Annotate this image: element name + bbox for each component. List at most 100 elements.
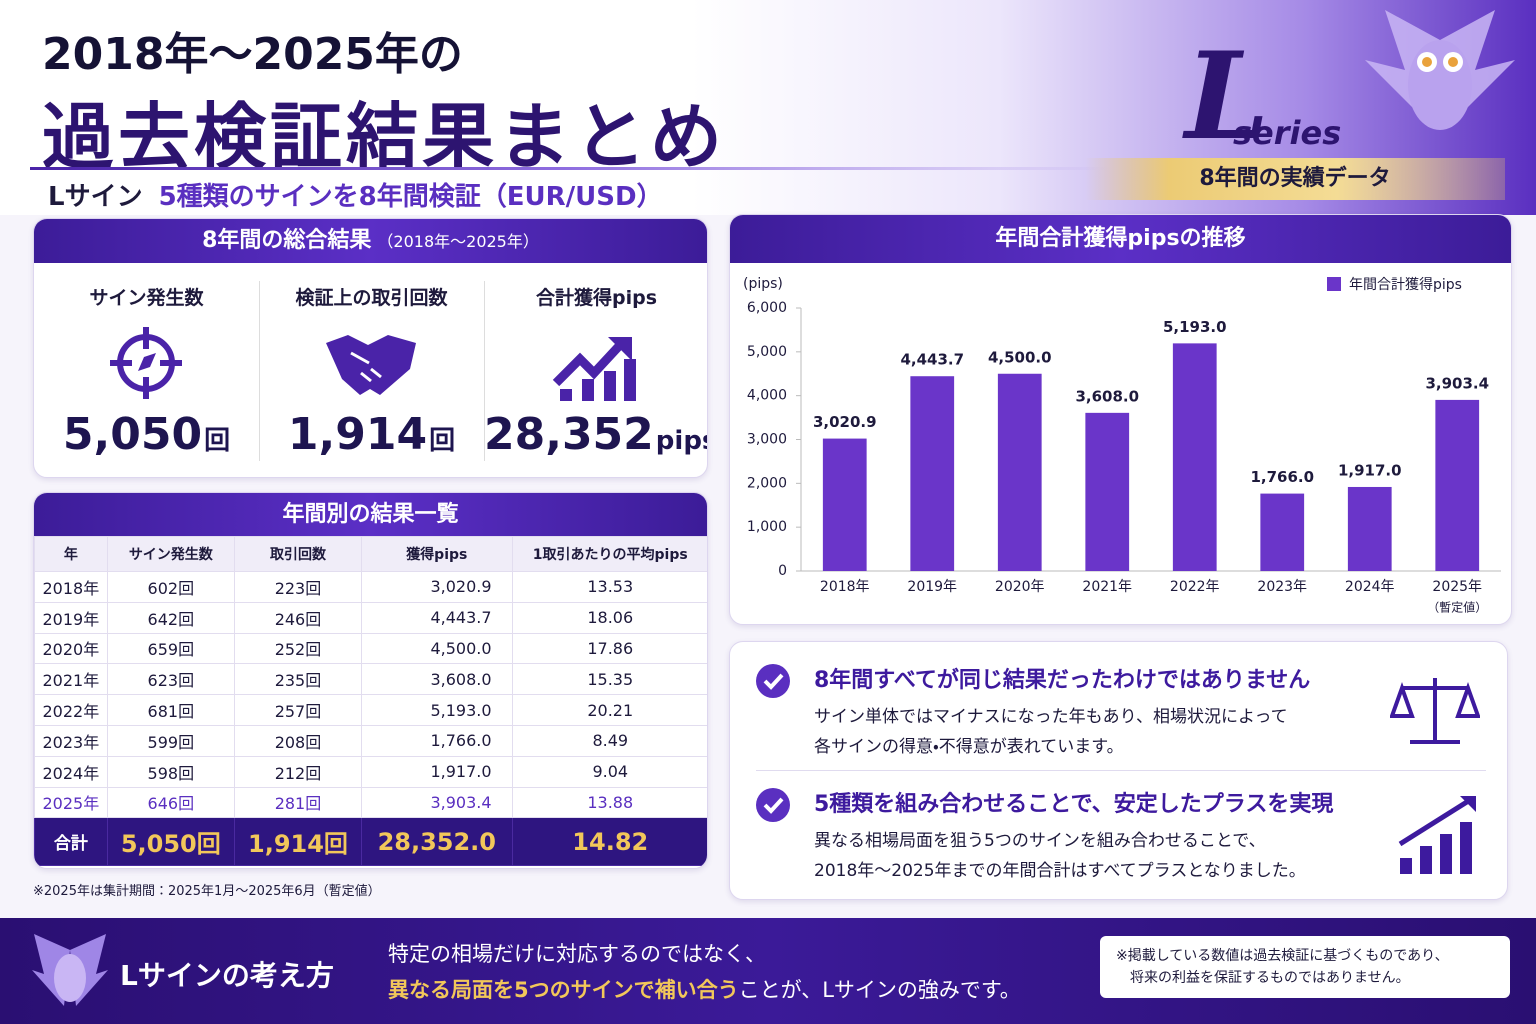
table-cell: 235回 (233, 663, 363, 696)
summary-item: サイン発生数 5,050回 (34, 263, 259, 477)
table-row: 2022年 681回 257回 5,193.0 20.21 (34, 694, 707, 726)
x-tick-label: 2018年 (820, 579, 870, 595)
footer: Lサインの考え方 特定の相場だけに対応するのではなく、 異なる局面を5つのサイン… (0, 918, 1536, 1024)
check-icon (756, 788, 790, 822)
table-cell: 2018年 (34, 571, 108, 603)
table-cell: 246回 (233, 601, 363, 634)
table-cell: 13.53 (511, 571, 707, 603)
point-title: 5種類を組み合わせることで、安定したプラスを実現 (814, 792, 1334, 817)
value-label: 3,608.0 (1075, 387, 1139, 405)
summary-item: 検証上の取引回数 1,914回 (259, 263, 484, 477)
total-cell: 1,914回 (233, 817, 363, 867)
handshake-icon (326, 335, 416, 395)
total-row: 合計 5,050回 1,914回 28,352.0 14.82 (34, 817, 707, 867)
legend-swatch (1327, 277, 1341, 291)
table-row: 2021年 623回 235回 3,608.0 15.35 (34, 663, 707, 696)
y-tick-label: 5,000 (747, 344, 787, 360)
table-cell: 17.86 (511, 632, 707, 665)
table-cell: 3,608.0 (361, 663, 513, 696)
table-cell: 257回 (233, 694, 363, 726)
y-tick-label: 6,000 (747, 300, 787, 316)
total-cell: 14.82 (511, 817, 707, 867)
table-cell: 2022年 (34, 694, 108, 726)
table-cell: 223回 (233, 571, 363, 603)
value-unit: pips (655, 426, 707, 456)
summary-label: サイン発生数 (89, 287, 204, 309)
total-cell: 5,050回 (106, 817, 235, 867)
title-rule (30, 167, 1110, 170)
point-line: 異なる相場局面を狙う5つのサインを組み合わせることで、 (814, 831, 1266, 851)
bar (822, 438, 867, 571)
y-tick-label: 3,000 (747, 432, 787, 448)
value-label: 3,020.9 (813, 413, 877, 431)
footer-heading: Lサインの考え方 (120, 959, 334, 992)
table-panel: 年間別の結果一覧 年サイン発生数 取引回数 獲得pips 1取引あたりの平均pips 2… (33, 492, 708, 869)
table-cell: 2020年 (34, 632, 108, 665)
table-cell: 681回 (106, 694, 235, 726)
footer-line: 異なる局面を5つのサインで補い合うことが、Lサインの強みです。 (388, 974, 1021, 1004)
y-tick-label: 0 (778, 563, 787, 579)
x-tick-label: 2020年 (995, 579, 1045, 595)
table-row: 2025年 646回 281回 3,903.4 13.88 (34, 786, 707, 819)
logo-letter: L (1185, 26, 1270, 167)
summary-label: 検証上の取引回数 (295, 287, 448, 309)
column-header: 獲得pips (361, 536, 513, 572)
y-tick-label: 2,000 (747, 475, 787, 491)
point-line: 各サインの得意・不得意が表れています。 (814, 737, 1124, 757)
chart-panel: 年間合計獲得pipsの推移 (pips) 0 1,000 2,000 3,000 4,00… (729, 214, 1512, 625)
table-cell: 623回 (106, 663, 235, 696)
table-cell: 4,443.7 (361, 601, 513, 634)
table-cell: 18.06 (511, 601, 707, 634)
total-cell: 合計 (34, 817, 108, 867)
title-line-1: 2018年〜2025年の (42, 29, 463, 80)
summary-value: 5,050回 (34, 409, 259, 460)
table-row: 2019年 642回 246回 4,443.7 18.06 (34, 601, 707, 634)
y-tick-label: 4,000 (747, 388, 787, 404)
title-line-2: 過去検証結果まとめ (42, 95, 727, 179)
value-label: 1,766.0 (1250, 468, 1314, 486)
table-cell: 602回 (106, 571, 235, 603)
column-header: 年 (34, 536, 108, 572)
subtitle-main: 5種類のサインを8年間検証（EUR/USD） (158, 182, 663, 212)
badge: 8年間の実績データ (1085, 158, 1505, 200)
table-cell: 4,500.0 (361, 632, 513, 665)
growth-icon (1398, 796, 1476, 874)
table-cell: 281回 (233, 786, 363, 819)
summary-period: （2018年〜2025年） (377, 232, 539, 251)
owl-emblem (32, 934, 108, 1006)
results-table: 年サイン発生数 取引回数 獲得pips 1取引あたりの平均pips 2018年 602回 2… (34, 536, 707, 867)
x-tick-label: 2023年 (1257, 579, 1307, 595)
bar (1435, 399, 1480, 571)
points-panel: 8年間すべてが同じ結果だったわけではありません サイン単体ではマイナスになった年… (729, 641, 1508, 900)
footer-highlight: 異なる局面を5つのサインで補い合う (388, 978, 739, 1002)
bar (1172, 343, 1217, 571)
value-label: 3,903.4 (1425, 374, 1489, 392)
y-axis-label: (pips) (743, 276, 783, 292)
table-row: 2018年 602回 223回 3,020.9 13.53 (34, 571, 707, 603)
table-cell: 3,903.4 (361, 786, 513, 819)
column-header: 1取引あたりの平均pips (511, 536, 707, 572)
table-cell: 1,766.0 (361, 724, 513, 757)
table-header-row: 年サイン発生数 取引回数 獲得pips 1取引あたりの平均pips (34, 536, 707, 572)
table-cell: 208回 (233, 724, 363, 757)
table-cell: 5,193.0 (361, 694, 513, 726)
table-cell: 646回 (106, 786, 235, 819)
legend-label: 年間合計獲得pips (1349, 276, 1462, 293)
footer-line-rest: ことが、Lサインの強みです。 (738, 978, 1021, 1002)
column-header: 取引回数 (233, 536, 363, 572)
x-tick-label: 2021年 (1082, 579, 1132, 595)
value-label: 4,443.7 (900, 351, 964, 369)
value-unit: 回 (204, 426, 231, 456)
x-tick-note: （暫定値） (1427, 600, 1487, 615)
value-label: 4,500.0 (988, 348, 1052, 366)
x-tick-label: 2019年 (907, 579, 957, 595)
table-cell: 13.88 (511, 786, 707, 819)
table-cell: 9.04 (511, 755, 707, 788)
subtitle: Lサイン 5種類のサインを8年間検証（EUR/USD） (48, 176, 663, 213)
scales-icon (1390, 678, 1480, 744)
disclaimer-line: 将来の利益を保証するものではありません。 (1130, 970, 1410, 986)
footer-line: 特定の相場だけに対応するのではなく、 (388, 942, 766, 966)
bar (1260, 493, 1305, 571)
